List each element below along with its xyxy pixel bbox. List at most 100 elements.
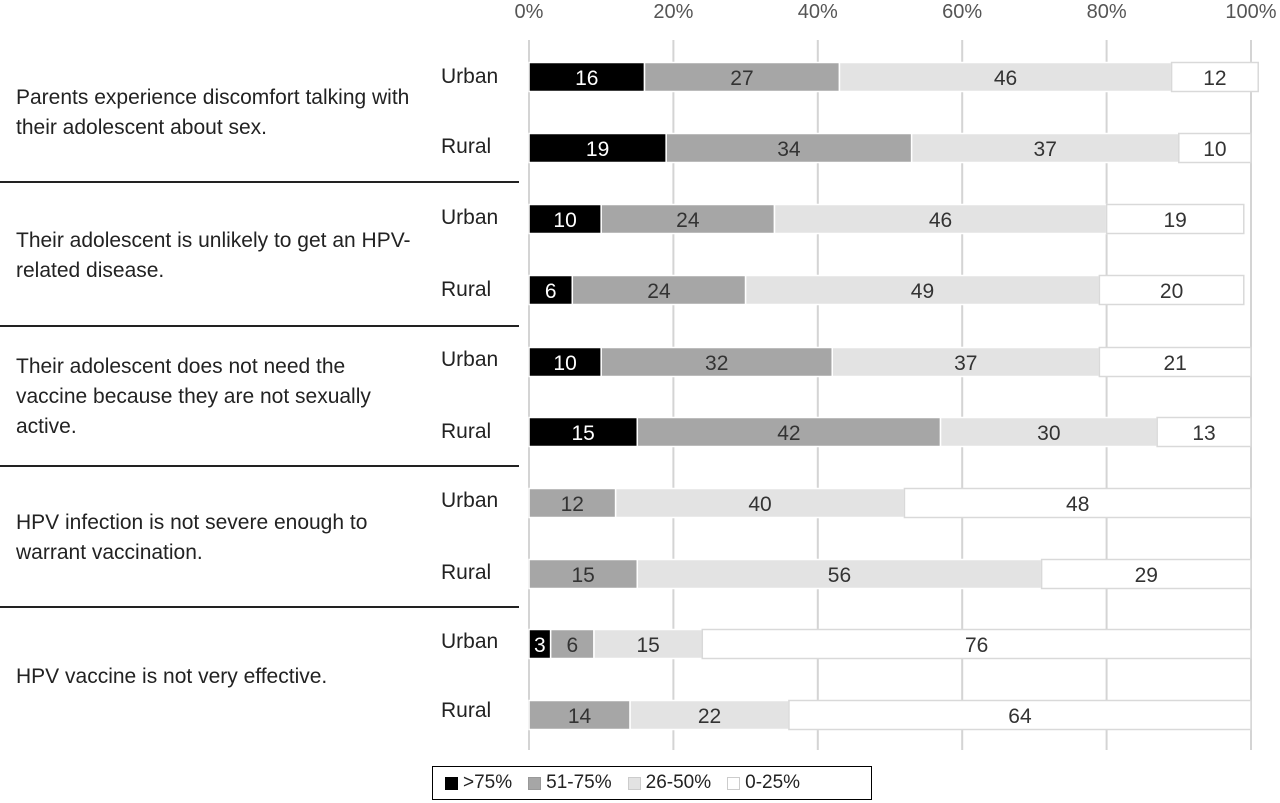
bar-segment (1098, 346, 1252, 378)
data-label: 15 (636, 634, 659, 657)
data-label: 37 (954, 352, 977, 375)
x-tick-label: 80% (1087, 1, 1127, 23)
legend-swatch-26-50 (627, 776, 641, 790)
bar-segment (773, 203, 1108, 235)
data-label: 37 (1034, 138, 1057, 161)
condition-label-urban: Urban (441, 65, 499, 88)
bar-segment (528, 699, 631, 731)
bar-segment (600, 346, 833, 378)
data-label: 13 (1192, 422, 1215, 445)
data-label: 40 (748, 493, 771, 516)
bar-segment (528, 132, 667, 164)
bar-segment (528, 61, 646, 93)
bar-segment (701, 628, 1252, 660)
data-label: 6 (545, 280, 557, 303)
data-label: 24 (676, 209, 700, 232)
data-label: 24 (647, 280, 671, 303)
bar-segment (528, 346, 602, 378)
x-tick-label: 100% (1225, 1, 1276, 23)
condition-label-rural: Rural (441, 135, 492, 158)
x-tick-label: 0% (515, 1, 544, 23)
data-label: 56 (828, 564, 851, 587)
group-separator (0, 465, 519, 467)
condition-label-rural: Rural (441, 699, 492, 722)
bar-segment (629, 699, 790, 731)
data-label: 21 (1164, 352, 1187, 375)
bar-segment (1105, 203, 1245, 235)
bar-segment (643, 61, 841, 93)
data-label: 30 (1037, 422, 1060, 445)
data-label: 15 (571, 564, 594, 587)
x-tick-label: 20% (653, 1, 693, 23)
data-label: 12 (561, 493, 584, 516)
legend-item: 26-50% (627, 772, 712, 794)
bars: 16 27 46 12 19 34 37 10 10 24 46 19 6 24 49 20 10 32 37 21 1… (528, 61, 1259, 731)
bar-segment (600, 203, 776, 235)
bar-segment (1178, 132, 1252, 164)
x-tick-label: 40% (798, 1, 838, 23)
data-label: 16 (575, 67, 598, 90)
bar-segment (1098, 274, 1245, 306)
condition-label-urban: Urban (441, 206, 499, 229)
data-label: 10 (1203, 138, 1226, 161)
data-label: 14 (568, 705, 592, 728)
x-tick-label: 60% (942, 1, 982, 23)
bar-segment (1156, 416, 1252, 448)
data-label: 29 (1135, 564, 1158, 587)
bar-segment (636, 416, 942, 448)
bar-segment (636, 558, 1043, 590)
condition-label-rural: Rural (441, 278, 492, 301)
legend-item: 51-75% (528, 772, 612, 794)
bar-segment (528, 274, 574, 306)
legend-label: 51-75% (546, 772, 612, 793)
legend-label: 26-50% (645, 772, 712, 793)
data-label: 15 (571, 422, 594, 445)
legend-swatch-0-25 (727, 776, 741, 790)
statement-label-5: HPV vaccine is not very effective. (16, 665, 328, 688)
data-label: 12 (1203, 67, 1226, 90)
data-label: 46 (929, 209, 952, 232)
bar-segment (838, 61, 1173, 93)
data-label: 49 (911, 280, 934, 303)
condition-label-rural: Rural (441, 561, 492, 584)
condition-label-urban: Urban (441, 489, 499, 512)
data-label: 64 (1008, 705, 1032, 728)
legend-label: >75% (463, 772, 513, 793)
data-label: 6 (566, 634, 578, 657)
bar-segment (788, 699, 1252, 731)
legend-swatch-51-75 (528, 776, 542, 790)
bar-segment (831, 346, 1101, 378)
statement-label-3: Their adolescent does not need the vacci… (16, 355, 371, 438)
data-label: 42 (777, 422, 800, 445)
data-label: 19 (1164, 209, 1187, 232)
legend-label: 0-25% (745, 772, 801, 793)
bar-segment (744, 274, 1101, 306)
data-label: 10 (553, 209, 576, 232)
data-label: 19 (586, 138, 609, 161)
condition-label-urban: Urban (441, 630, 499, 653)
data-label: 20 (1160, 280, 1183, 303)
group-separator (0, 606, 519, 608)
x-axis-ticks: 0% 20% 40% 60% 80% 100% (515, 1, 1277, 23)
statement-label-2: Their adolescent is unlikely to get an H… (16, 229, 411, 282)
data-label: 3 (534, 634, 546, 657)
data-label: 46 (994, 67, 1017, 90)
bar-segment (910, 132, 1180, 164)
bar-segment (549, 628, 595, 660)
data-label: 48 (1066, 493, 1089, 516)
condition-label-urban: Urban (441, 348, 499, 371)
group-separator (0, 181, 519, 183)
data-label: 10 (553, 352, 576, 375)
data-label: 34 (777, 138, 801, 161)
legend-item: 0-25% (727, 772, 800, 794)
bar-segment (1040, 558, 1252, 590)
condition-label-rural: Rural (441, 420, 492, 443)
data-label: 22 (698, 705, 721, 728)
group-separator (0, 325, 519, 327)
legend-swatch-over-75 (445, 776, 458, 790)
bar-segment (939, 416, 1158, 448)
data-label: 27 (730, 67, 753, 90)
statement-label-1: Parents experience discomfort talking wi… (16, 86, 410, 139)
bar-segment (903, 487, 1252, 519)
